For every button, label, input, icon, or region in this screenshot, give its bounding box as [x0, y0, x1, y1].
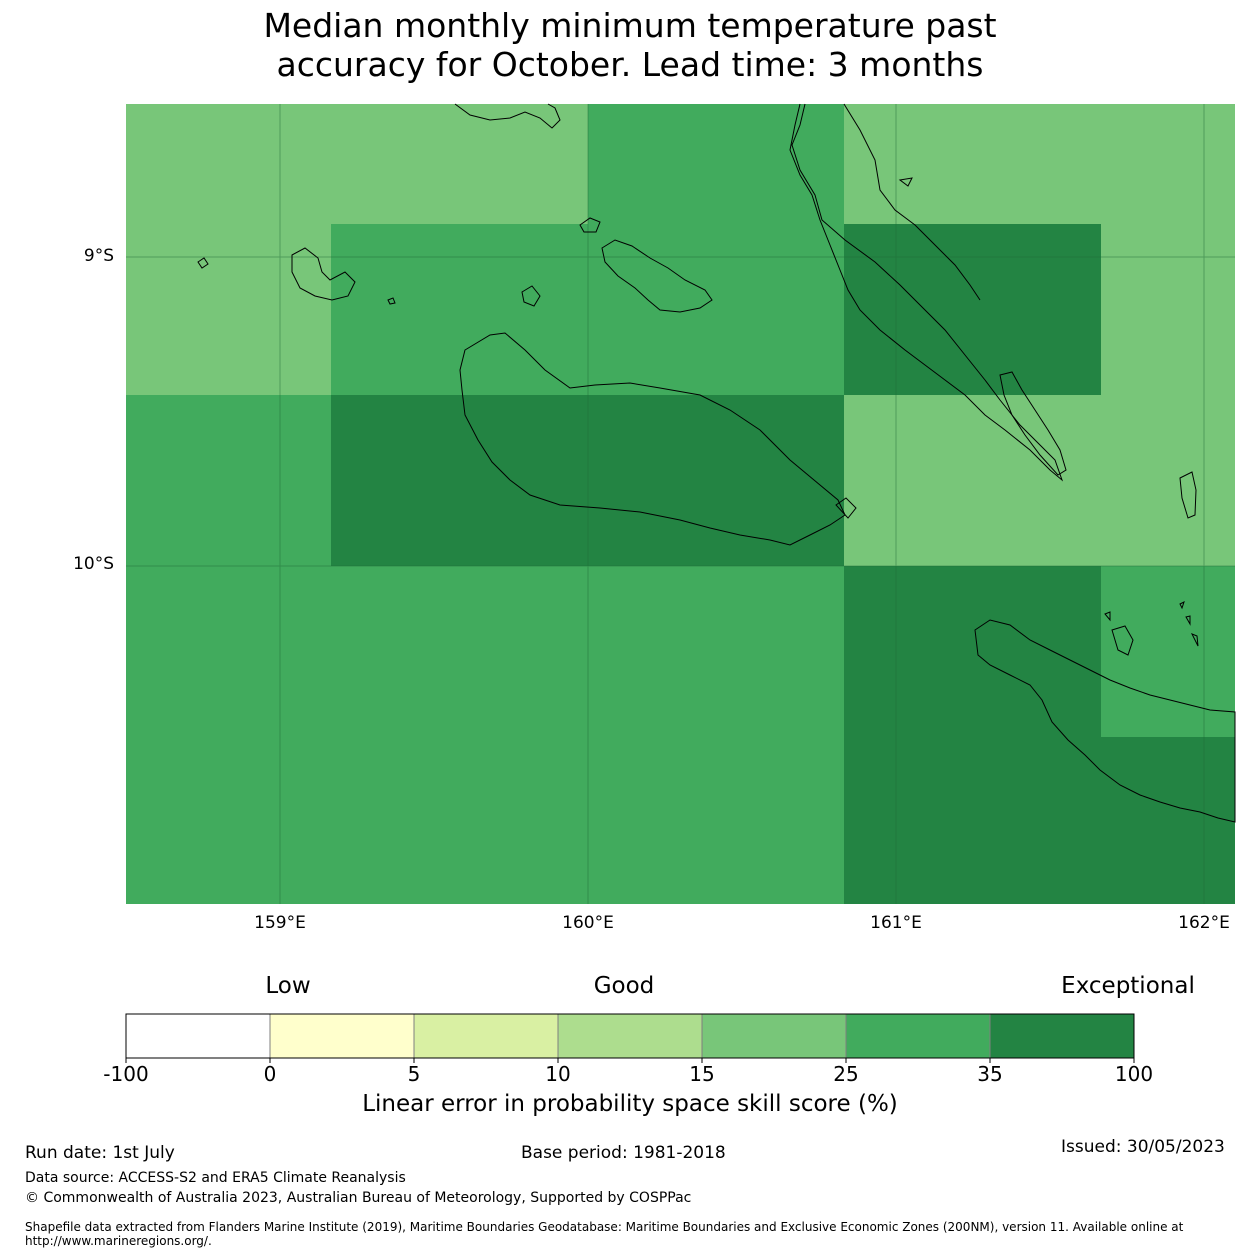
- grid-cell: [588, 104, 844, 224]
- lon-label: 162°E: [1178, 913, 1230, 933]
- lon-label: 159°E: [254, 913, 306, 933]
- legend-good-label: Good: [593, 973, 655, 999]
- legend-frame: [125, 1013, 1135, 1059]
- coastline-malaita: [789, 103, 1064, 482]
- legend-tick: 10: [545, 1062, 571, 1086]
- legend-swatch: [845, 1013, 991, 1059]
- coastline-islet: [521, 285, 541, 307]
- legend-tick: 100: [1114, 1062, 1154, 1086]
- legend-swatch: [413, 1013, 559, 1059]
- legend-tick: 5: [407, 1062, 421, 1086]
- title-line-1: Median monthly minimum temperature past: [263, 6, 997, 45]
- coastline-islet: [1190, 633, 1199, 647]
- legend-tick: 25: [833, 1062, 859, 1086]
- shapefile-credit-line-2: http://www.marineregions.org/.: [25, 1234, 212, 1248]
- grid-cell: [844, 566, 1101, 737]
- coastline-islet: [1111, 625, 1134, 656]
- chart-title: Median monthly minimum temperature past …: [0, 6, 1260, 84]
- legend-swatch: [701, 1013, 847, 1059]
- coastline-russell: [291, 247, 356, 301]
- coastline-makira: [974, 619, 1236, 823]
- grid-cell: [1101, 224, 1235, 395]
- coastline-islet: [579, 217, 601, 233]
- grid-cell: [844, 395, 1235, 566]
- legend-swatch: [557, 1013, 703, 1059]
- copyright: © Commonwealth of Australia 2023, Austra…: [25, 1190, 692, 1206]
- issued-date: Issued: 30/05/2023: [1061, 1137, 1225, 1157]
- run-date: Run date: 1st July: [25, 1143, 175, 1163]
- coastline-malaita-north: [843, 103, 981, 301]
- legend-tick: 15: [689, 1062, 715, 1086]
- grid-cell: [126, 566, 844, 737]
- gridlines: [126, 104, 1235, 904]
- coastline-small-malaita: [999, 371, 1067, 476]
- grid-cell: [1101, 566, 1235, 737]
- lon-label: 160°E: [562, 913, 614, 933]
- coastline-islet: [1185, 615, 1191, 626]
- legend-swatch: [125, 1013, 271, 1059]
- lat-label: 9°S: [83, 246, 114, 266]
- legend-tick: 35: [977, 1062, 1003, 1086]
- grid-cell: [126, 395, 331, 566]
- grid-cell: [126, 104, 588, 224]
- grid-cell: [331, 395, 844, 566]
- title-line-2: accuracy for October. Lead time: 3 month…: [276, 45, 984, 84]
- data-source: Data source: ACCESS-S2 and ERA5 Climate …: [25, 1170, 406, 1186]
- lon-label: 161°E: [870, 913, 922, 933]
- grid-cell: [844, 737, 1235, 904]
- grid-cell: [331, 224, 844, 395]
- coastline-islet: [387, 297, 396, 305]
- skill-grid-cells: [126, 104, 1235, 904]
- coastline-ulawa: [1179, 471, 1197, 519]
- coastline-islet: [1179, 601, 1185, 610]
- coastline-islet: [898, 177, 913, 187]
- coastline-santa-isabel: [454, 103, 561, 129]
- legend-swatch: [269, 1013, 415, 1059]
- grid-cell: [844, 104, 1235, 224]
- base-period: Base period: 1981-2018: [521, 1143, 726, 1163]
- coastline-islet: [197, 257, 209, 269]
- coastline-islet: [1104, 611, 1111, 622]
- grid-cell: [126, 737, 844, 904]
- legend-caption: Linear error in probability space skill …: [362, 1091, 898, 1117]
- coastline-islet: [835, 497, 857, 519]
- legend-tick: 0: [263, 1062, 277, 1086]
- shapefile-credit: Shapefile data extracted from Flanders M…: [25, 1220, 1240, 1248]
- legend-tick: -100: [103, 1062, 149, 1086]
- legend-swatch: [989, 1013, 1135, 1059]
- legend-low-label: Low: [265, 973, 311, 999]
- lat-label: 10°S: [73, 554, 114, 574]
- coastlines: [197, 103, 1236, 823]
- grid-cell: [844, 224, 1101, 395]
- legend-exceptional-label: Exceptional: [1061, 973, 1195, 999]
- coastline-guadalcanal: [459, 332, 846, 546]
- colorbar: [125, 1013, 1135, 1063]
- coastline-nggela: [601, 239, 713, 313]
- grid-cell: [126, 224, 331, 395]
- shapefile-credit-line-1: Shapefile data extracted from Flanders M…: [25, 1220, 1184, 1234]
